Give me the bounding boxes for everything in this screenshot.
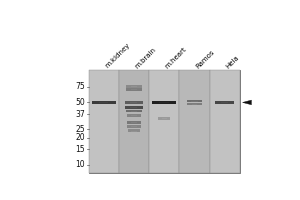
Text: m.brain: m.brain <box>134 46 157 69</box>
Bar <box>126 110 142 112</box>
Bar <box>152 101 176 104</box>
Bar <box>158 117 170 120</box>
Text: 75: 75 <box>75 82 85 91</box>
Bar <box>215 101 234 104</box>
Bar <box>131 111 137 112</box>
Bar <box>131 126 137 127</box>
Bar <box>179 70 209 173</box>
Bar <box>131 131 136 132</box>
Bar <box>99 102 109 103</box>
Bar <box>130 102 137 103</box>
Bar <box>191 101 198 102</box>
Bar <box>89 70 119 173</box>
Bar <box>131 115 137 116</box>
Bar <box>92 101 116 104</box>
Bar <box>159 102 169 103</box>
Bar <box>221 102 228 103</box>
Text: 10: 10 <box>76 160 85 169</box>
Bar <box>127 121 141 124</box>
Bar <box>127 125 141 128</box>
Text: m.kidney: m.kidney <box>104 42 131 69</box>
Bar <box>126 88 142 91</box>
Bar <box>191 104 197 105</box>
Bar <box>131 86 137 87</box>
Bar <box>162 118 166 119</box>
Text: 15: 15 <box>76 145 85 154</box>
Text: 20: 20 <box>76 133 85 142</box>
Bar <box>187 103 202 105</box>
Bar <box>130 107 137 108</box>
Bar <box>125 106 143 109</box>
Text: 50: 50 <box>75 98 85 107</box>
Bar <box>119 70 149 173</box>
Text: Hela: Hela <box>225 54 240 69</box>
Bar <box>131 89 137 90</box>
Bar <box>128 129 140 132</box>
Text: m.heart: m.heart <box>164 46 188 69</box>
Bar <box>125 101 143 104</box>
Bar <box>127 114 141 117</box>
Bar <box>210 70 240 173</box>
Text: 25: 25 <box>76 125 85 134</box>
Text: Ramos: Ramos <box>194 49 215 69</box>
Bar <box>89 70 240 173</box>
Bar <box>187 100 202 102</box>
Bar <box>149 70 179 173</box>
Polygon shape <box>243 100 251 105</box>
Text: 37: 37 <box>75 110 85 119</box>
Bar <box>126 85 142 88</box>
Bar <box>131 122 137 123</box>
